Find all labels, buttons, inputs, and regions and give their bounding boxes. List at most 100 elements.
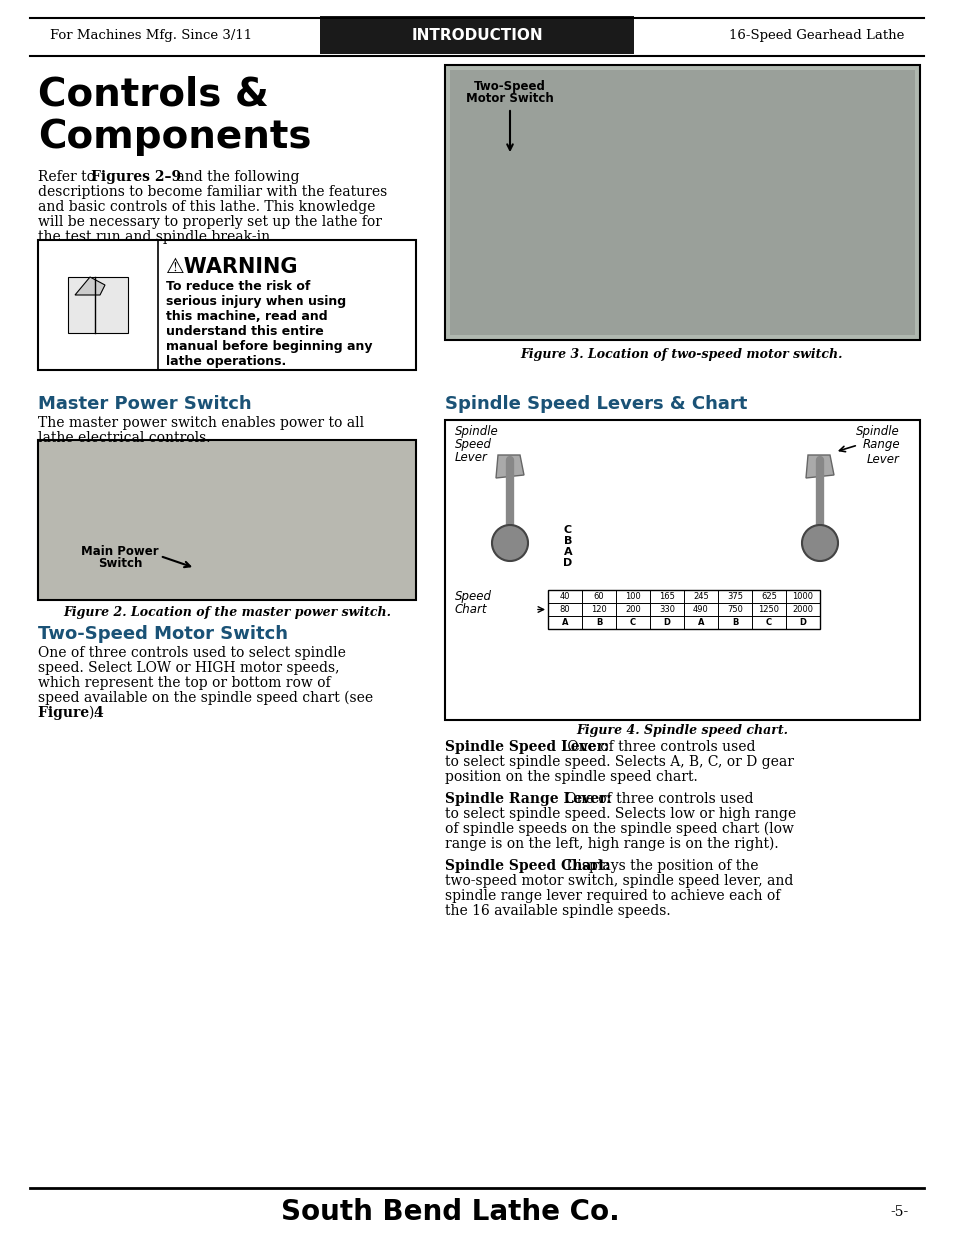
Circle shape [801, 525, 837, 561]
Text: South Bend Lathe Co.: South Bend Lathe Co. [280, 1198, 618, 1226]
Text: the 16 available spindle speeds.: the 16 available spindle speeds. [444, 904, 670, 918]
Text: A: A [563, 547, 572, 557]
Text: Spindle: Spindle [455, 425, 498, 438]
Text: will be necessary to properly set up the lathe for: will be necessary to properly set up the… [38, 215, 381, 228]
Text: A: A [697, 618, 703, 627]
Text: Spindle Speed Lever:: Spindle Speed Lever: [444, 740, 608, 755]
Text: 100: 100 [624, 592, 640, 601]
Text: 165: 165 [659, 592, 674, 601]
Text: D: D [563, 558, 572, 568]
Text: speed. Select LOW or HIGH motor speeds,: speed. Select LOW or HIGH motor speeds, [38, 661, 339, 676]
Text: -5-: -5- [890, 1205, 908, 1219]
Text: B: B [596, 618, 601, 627]
Text: Displays the position of the: Displays the position of the [561, 860, 758, 873]
Text: lathe operations.: lathe operations. [166, 354, 286, 368]
Text: Spindle Speed Chart:: Spindle Speed Chart: [444, 860, 610, 873]
FancyBboxPatch shape [444, 420, 919, 720]
Text: Range
Lever: Range Lever [862, 438, 899, 466]
Text: which represent the top or bottom row of: which represent the top or bottom row of [38, 676, 331, 690]
Text: Figure 3. Location of two-speed motor switch.: Figure 3. Location of two-speed motor sw… [520, 348, 842, 361]
Polygon shape [805, 454, 833, 478]
Text: position on the spindle speed chart.: position on the spindle speed chart. [444, 769, 697, 784]
Text: Refer to: Refer to [38, 170, 99, 184]
Text: Spindle: Spindle [856, 425, 899, 438]
Polygon shape [496, 454, 523, 478]
Text: spindle range lever required to achieve each of: spindle range lever required to achieve … [444, 889, 780, 903]
Text: serious injury when using: serious injury when using [166, 295, 346, 308]
FancyBboxPatch shape [547, 590, 820, 629]
Text: Spindle Range Lever:: Spindle Range Lever: [444, 792, 611, 806]
Text: Master Power Switch: Master Power Switch [38, 395, 252, 412]
Text: C: C [765, 618, 771, 627]
Text: For Machines Mfg. Since 3/11: For Machines Mfg. Since 3/11 [50, 28, 252, 42]
Text: ⚠WARNING: ⚠WARNING [166, 257, 298, 277]
Text: 200: 200 [624, 605, 640, 614]
Text: this machine, read and: this machine, read and [166, 310, 327, 324]
Text: and the following: and the following [172, 170, 299, 184]
Text: 40: 40 [559, 592, 570, 601]
Text: 120: 120 [591, 605, 606, 614]
Text: Chart: Chart [455, 603, 487, 616]
FancyBboxPatch shape [38, 440, 416, 600]
Text: 330: 330 [659, 605, 675, 614]
Text: Motor Switch: Motor Switch [466, 91, 554, 105]
Text: D: D [662, 618, 670, 627]
Text: two-speed motor switch, spindle speed lever, and: two-speed motor switch, spindle speed le… [444, 874, 793, 888]
Text: Speed: Speed [455, 590, 492, 603]
Text: Speed: Speed [455, 438, 492, 451]
Text: Main Power: Main Power [81, 545, 158, 558]
Text: to select spindle speed. Selects low or high range: to select spindle speed. Selects low or … [444, 806, 796, 821]
Text: the test run and spindle break-in.: the test run and spindle break-in. [38, 230, 274, 245]
Text: 2000: 2000 [792, 605, 813, 614]
Text: understand this entire: understand this entire [166, 325, 323, 338]
Text: 490: 490 [693, 605, 708, 614]
Text: D: D [799, 618, 805, 627]
Text: Figures 2–9: Figures 2–9 [91, 170, 181, 184]
Text: range is on the left, high range is on the right).: range is on the left, high range is on t… [444, 837, 778, 851]
Text: To reduce the risk of: To reduce the risk of [166, 280, 310, 293]
Polygon shape [68, 277, 128, 333]
Polygon shape [75, 277, 105, 295]
Text: B: B [563, 536, 572, 546]
FancyBboxPatch shape [450, 70, 914, 335]
Text: C: C [563, 525, 572, 535]
Text: Two-Speed: Two-Speed [474, 80, 545, 93]
Text: Switch: Switch [98, 557, 142, 571]
Text: ).: ). [88, 706, 97, 720]
Text: 16-Speed Gearhead Lathe: 16-Speed Gearhead Lathe [728, 28, 903, 42]
FancyBboxPatch shape [319, 16, 634, 54]
Text: Figure 2. Location of the master power switch.: Figure 2. Location of the master power s… [63, 606, 391, 619]
Text: 80: 80 [559, 605, 570, 614]
Text: Two-Speed Motor Switch: Two-Speed Motor Switch [38, 625, 288, 643]
Text: Components: Components [38, 119, 312, 156]
Text: 750: 750 [726, 605, 742, 614]
Text: A: A [561, 618, 568, 627]
Text: One of three controls used: One of three controls used [562, 740, 755, 755]
Text: 245: 245 [693, 592, 708, 601]
Text: One of three controls used to select spindle: One of three controls used to select spi… [38, 646, 346, 659]
Text: to select spindle speed. Selects A, B, C, or D gear: to select spindle speed. Selects A, B, C… [444, 755, 793, 769]
Text: 625: 625 [760, 592, 776, 601]
Text: Figure 4: Figure 4 [38, 706, 104, 720]
Text: and basic controls of this lathe. This knowledge: and basic controls of this lathe. This k… [38, 200, 375, 214]
Text: Figure 4. Spindle speed chart.: Figure 4. Spindle speed chart. [576, 724, 787, 737]
Text: One of three controls used: One of three controls used [560, 792, 753, 806]
Text: speed available on the spindle speed chart (see: speed available on the spindle speed cha… [38, 692, 373, 705]
Text: descriptions to become familiar with the features: descriptions to become familiar with the… [38, 185, 387, 199]
Text: Spindle Speed Levers & Chart: Spindle Speed Levers & Chart [444, 395, 746, 412]
Text: Lever: Lever [455, 451, 487, 464]
FancyBboxPatch shape [38, 240, 416, 370]
Text: 375: 375 [726, 592, 742, 601]
Text: B: B [731, 618, 738, 627]
Text: of spindle speeds on the spindle speed chart (low: of spindle speeds on the spindle speed c… [444, 823, 793, 836]
Text: C: C [629, 618, 636, 627]
FancyBboxPatch shape [444, 65, 919, 340]
Text: 1250: 1250 [758, 605, 779, 614]
Circle shape [492, 525, 527, 561]
Text: 1000: 1000 [792, 592, 813, 601]
Text: lathe electrical controls.: lathe electrical controls. [38, 431, 211, 445]
Text: 60: 60 [593, 592, 603, 601]
Text: INTRODUCTION: INTRODUCTION [411, 27, 542, 42]
Text: manual before beginning any: manual before beginning any [166, 340, 372, 353]
Text: The master power switch enables power to all: The master power switch enables power to… [38, 416, 364, 430]
